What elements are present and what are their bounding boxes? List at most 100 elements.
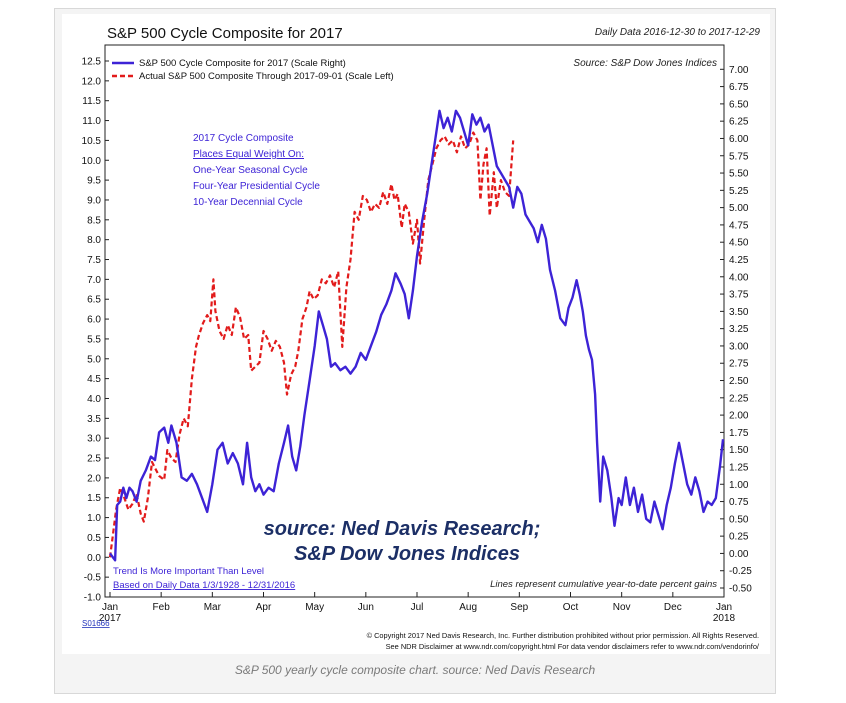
y-left-tick-label: 11.0: [82, 116, 101, 127]
y-right-tick-label: 3.00: [729, 341, 749, 352]
y-right-tick-label: -0.50: [729, 584, 752, 595]
chart-title: S&P 500 Cycle Composite for 2017: [107, 25, 343, 42]
y-right-tick-label: 2.75: [729, 359, 749, 370]
y-right-tick-label: 0.25: [729, 532, 749, 543]
series-line-cycle-composite: [109, 109, 725, 562]
y-right-tick-label: 5.00: [729, 203, 749, 214]
x-tick-label: Jan: [716, 602, 732, 613]
y-left-tick-label: 2.5: [87, 454, 101, 465]
y-right-tick-label: 5.75: [729, 151, 749, 162]
cycle-note-line1: 2017 Cycle Composite: [193, 133, 294, 144]
y-right-tick-label: 2.50: [729, 376, 749, 387]
y-right-tick-label: 7.00: [729, 65, 749, 76]
x-tick-label: Oct: [563, 602, 579, 613]
watermark-line1: source: Ned Davis Research;: [264, 518, 541, 540]
y-right-tick-label: 3.25: [729, 324, 749, 335]
cycle-note-line3: One-Year Seasonal Cycle: [193, 165, 308, 176]
y-right-tick-label: 4.50: [729, 238, 749, 249]
x-tick-year-label: 2018: [713, 613, 736, 624]
y-left-tick-label: 6.0: [87, 315, 101, 326]
y-left-tick-label: 4.5: [87, 374, 101, 385]
y-right-tick-label: 0.50: [729, 514, 749, 525]
y-right-tick-label: 6.25: [729, 117, 749, 128]
chart-card: -1.0 -0.5 0.0 0.5 1.0 1.5 2.0 2.5 3.0 3.5 4.0 4.5 5.…: [62, 14, 770, 654]
y-right-tick-label: 0.75: [729, 497, 749, 508]
plot-area: [104, 44, 725, 598]
y-left-tick-label: 7.5: [87, 255, 101, 266]
x-tick-label: Mar: [204, 602, 222, 613]
x-tick-label: Feb: [153, 602, 171, 613]
disclaimer-note: See NDR Disclaimer at www.ndr.com/copyri…: [386, 642, 760, 651]
x-tick-label: May: [305, 602, 324, 613]
x-tick-year-label: 2017: [99, 613, 122, 624]
x-tick-label: Jul: [411, 602, 424, 613]
x-tick-label: Aug: [459, 602, 477, 613]
y-left-tick-label: 6.5: [87, 295, 101, 306]
lines-note: Lines represent cumulative year-to-date …: [490, 579, 717, 590]
y-right-tick-label: -0.25: [729, 566, 752, 577]
y-left-tick-label: 8.5: [87, 215, 101, 226]
y-left-tick-label: 7.0: [87, 275, 101, 286]
legend-label-composite: S&P 500 Cycle Composite for 2017 (Scale …: [139, 58, 346, 69]
y-left-tick-label: 4.0: [87, 394, 101, 405]
y-right-tick-label: 4.00: [729, 272, 749, 283]
x-tick-label: Jan: [102, 602, 118, 613]
watermark-line2: S&P Dow Jones Indices: [294, 543, 520, 565]
cycle-note-line4: Four-Year Presidential Cycle: [193, 181, 320, 192]
legend-label-actual: Actual S&P 500 Composite Through 2017-09…: [139, 71, 394, 82]
x-tick-label: Jun: [358, 602, 374, 613]
y-left-tick-label: 1.0: [87, 513, 101, 524]
y-right-tick-label: 5.25: [729, 186, 749, 197]
x-tick-label: Apr: [256, 602, 272, 613]
chart: -1.0 -0.5 0.0 0.5 1.0 1.5 2.0 2.5 3.0 3.5 4.0 4.5 5.…: [82, 25, 761, 651]
y-right-tick-label: 6.50: [729, 99, 749, 110]
y-right-tick-label: 3.50: [729, 307, 749, 318]
y-left-tick-label: 5.0: [87, 354, 101, 365]
y-right-tick-label: 1.25: [729, 462, 749, 473]
y-left-tick-label: 3.5: [87, 414, 101, 425]
y-left-tick-label: 5.5: [87, 334, 101, 345]
y-right-tick-label: 4.25: [729, 255, 749, 266]
trend-basis-note: Based on Daily Data 1/3/1928 - 12/31/201…: [113, 580, 295, 591]
x-tick-label: Sep: [510, 602, 528, 613]
daily-data-label: Daily Data 2016-12-30 to 2017-12-29: [595, 27, 761, 38]
y-right-tick-label: 6.00: [729, 134, 749, 145]
y-left-tick-label: 2.0: [87, 473, 101, 484]
y-right-tick-label: 3.75: [729, 290, 749, 301]
cycle-note-line5: 10-Year Decennial Cycle: [193, 197, 303, 208]
y-left-tick-label: 0.0: [87, 553, 101, 564]
chart-id: S01666: [82, 619, 110, 628]
y-left-tick-label: -0.5: [84, 573, 102, 584]
y-right-tick-label: 5.50: [729, 169, 749, 180]
legend: S&P 500 Cycle Composite for 2017 (Scale …: [112, 58, 394, 82]
source-label: Source: S&P Dow Jones Indices: [573, 58, 717, 69]
x-tick-label: Nov: [613, 602, 631, 613]
y-left-tick-label: 11.5: [82, 96, 101, 107]
y-right-tick-label: 0.00: [729, 549, 749, 560]
series-layer: [108, 109, 725, 562]
y-left-tick-label: 10.0: [82, 156, 102, 167]
y-right-tick-label: 6.75: [729, 82, 749, 93]
y-right-tick-label: 1.75: [729, 428, 749, 439]
copyright-note: © Copyright 2017 Ned Davis Research, Inc…: [367, 631, 759, 640]
y-left-tick-label: 10.5: [82, 136, 102, 147]
y-right-tick-label: 1.50: [729, 445, 749, 456]
y-left-tick-label: 9.0: [87, 195, 101, 206]
figure-caption: S&P 500 yearly cycle composite chart. so…: [234, 663, 596, 677]
cycle-note-line2: Places Equal Weight On:: [193, 149, 304, 160]
y-axis-left: -1.0 -0.5 0.0 0.5 1.0 1.5 2.0 2.5 3.0 3.5 4.0 4.5 5.…: [82, 57, 109, 604]
y-left-tick-label: 8.0: [87, 235, 101, 246]
x-tick-label: Dec: [664, 602, 682, 613]
y-right-tick-label: 2.25: [729, 393, 749, 404]
y-left-tick-label: 9.5: [87, 176, 101, 187]
y-left-tick-label: 12.5: [82, 57, 102, 68]
y-left-tick-label: 0.5: [87, 533, 101, 544]
y-axis-right: -0.50 -0.25 0.00 0.25 0.50 0.75 1.00 1.25 1.50 1.…: [720, 65, 752, 595]
cycle-note: 2017 Cycle Composite Places Equal Weight…: [193, 133, 320, 208]
y-right-tick-label: 2.00: [729, 411, 749, 422]
y-left-tick-label: -1.0: [84, 593, 102, 604]
y-right-tick-label: 1.00: [729, 480, 749, 491]
y-left-tick-label: 12.0: [82, 76, 102, 87]
y-right-tick-label: 4.75: [729, 220, 749, 231]
